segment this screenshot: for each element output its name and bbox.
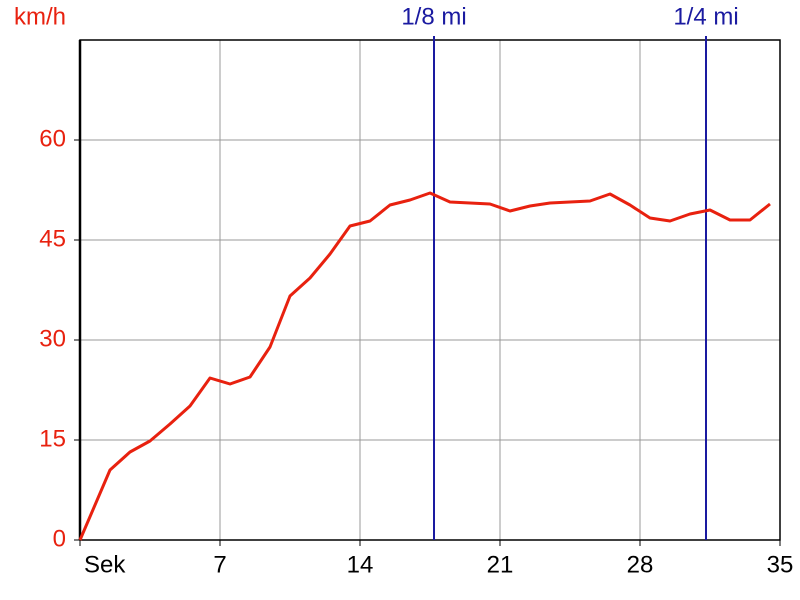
y-tick-label: 45 — [39, 225, 66, 252]
x-tick-label: Sek — [84, 551, 126, 578]
x-tick-label: 21 — [487, 551, 514, 578]
distance-marker-label: 1/8 mi — [401, 3, 466, 30]
x-tick-label: 7 — [213, 551, 226, 578]
y-tick-label: 60 — [39, 125, 66, 152]
speed-line — [78, 191, 771, 541]
y-axis-label: km/h — [14, 3, 66, 30]
x-tick-label: 14 — [347, 551, 374, 578]
x-tick-label: 28 — [627, 551, 654, 578]
y-tick-label: 15 — [39, 425, 66, 452]
x-tick-label: 35 — [767, 551, 794, 578]
y-tick-label: 0 — [53, 525, 66, 552]
y-tick-label: 30 — [39, 325, 66, 352]
distance-marker-label: 1/4 mi — [673, 3, 738, 30]
